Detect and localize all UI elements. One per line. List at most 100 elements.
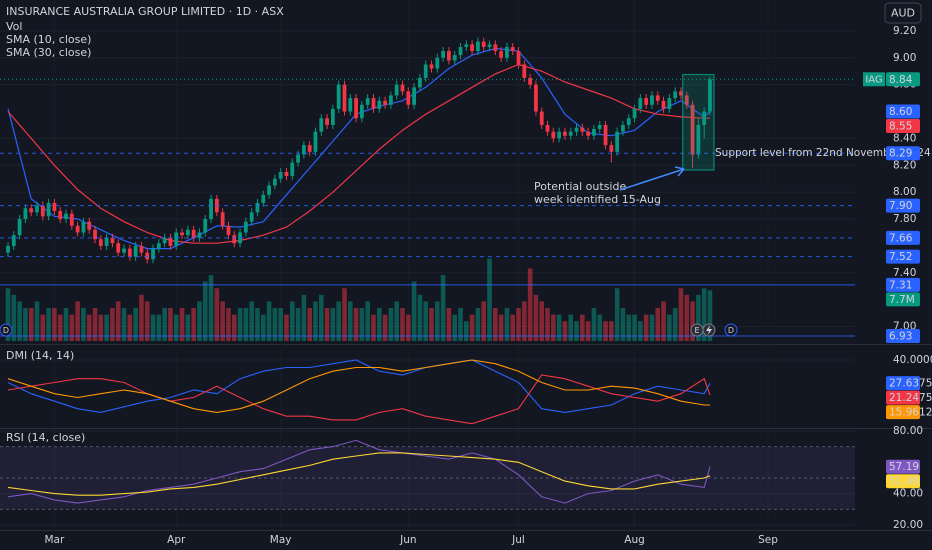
candle-body — [93, 229, 97, 240]
volume-bar — [220, 301, 225, 341]
candle-body — [684, 95, 689, 105]
indicator-label-box — [886, 459, 920, 474]
badge-label[interactable]: E — [694, 326, 699, 335]
indicator-label-box — [886, 405, 920, 420]
candle-body — [35, 205, 39, 213]
volume-bar — [249, 301, 254, 341]
volume-bar — [307, 308, 312, 341]
level-label-box — [886, 230, 920, 245]
volume-bar — [139, 294, 144, 341]
volume-bar — [324, 308, 330, 341]
volume-bar — [342, 288, 347, 341]
dividend-badge[interactable] — [0, 323, 13, 337]
symbol-label: IAG — [865, 74, 882, 85]
candle-body — [423, 64, 428, 78]
indicator-line — [7, 359, 711, 413]
y-tick-label: 7.80 — [893, 213, 916, 225]
volume-bar — [545, 308, 550, 341]
volume-bar — [92, 308, 98, 341]
y-tick-label: 80.00 — [893, 425, 923, 437]
candle-body — [481, 41, 486, 48]
candle-body — [522, 64, 527, 78]
dividend-badge[interactable] — [724, 323, 738, 337]
volume-bar — [255, 308, 260, 341]
candle-body — [104, 237, 109, 246]
indicator-label-box — [886, 390, 920, 405]
dmi-title: DMI (14, 14) — [6, 349, 74, 362]
candle-body — [632, 108, 637, 119]
candle-body — [644, 98, 649, 105]
indicator-label: 57.19 — [889, 461, 919, 473]
candle-body — [272, 178, 277, 186]
badge-label[interactable]: D — [3, 326, 9, 335]
candle-body — [510, 47, 515, 52]
candle-body — [418, 77, 422, 88]
level-label-box — [886, 146, 920, 161]
volume-bar — [411, 281, 417, 341]
candle-body — [592, 129, 596, 136]
volume-bar — [632, 314, 637, 341]
candle-body — [470, 44, 475, 52]
candle-body — [371, 98, 376, 109]
y-tick-label: 9.20 — [893, 25, 916, 37]
candle-body — [145, 252, 150, 260]
candle-body — [75, 225, 80, 233]
candle-body — [377, 100, 382, 109]
volume-bar — [278, 308, 283, 341]
y-tick-label: 8.00 — [893, 186, 916, 198]
sma-label-box — [886, 119, 920, 134]
badge-label[interactable]: D — [728, 326, 734, 335]
volume-bar — [580, 314, 585, 341]
volume-bar — [469, 314, 475, 341]
candle-body — [64, 213, 68, 220]
candle-body — [655, 95, 660, 101]
candle-body — [336, 84, 341, 109]
indicator-line — [7, 374, 711, 425]
candle-body — [330, 108, 335, 125]
candle-body — [6, 245, 10, 253]
volume-bar — [365, 301, 370, 341]
indicator-label: 21.2475 — [889, 392, 932, 404]
volume-bar — [388, 308, 394, 341]
candle-body — [621, 124, 625, 132]
volume-bar — [510, 314, 516, 341]
x-tick-label: Jun — [399, 534, 416, 546]
volume-bar — [98, 314, 104, 341]
candle-body — [133, 245, 138, 257]
candle-body — [563, 131, 567, 136]
volume-bar — [464, 321, 469, 341]
candle-body — [499, 51, 504, 58]
volume-bar — [643, 314, 649, 341]
candle-body — [354, 98, 358, 119]
candle-body — [516, 51, 521, 65]
candle-body — [191, 229, 196, 238]
candle-body — [505, 47, 509, 58]
volume-bar — [638, 321, 643, 341]
volume-bar — [156, 314, 162, 341]
volume-bar — [185, 314, 191, 341]
candle-body — [493, 44, 498, 52]
sma-label: 8.60 — [889, 106, 912, 118]
volume-bar — [289, 301, 295, 341]
volume-bar — [551, 314, 556, 341]
volume-bar — [144, 301, 150, 341]
candle-body — [406, 91, 411, 105]
candle-body — [441, 51, 446, 58]
level-label: 8.29 — [889, 148, 912, 160]
volume-bar — [609, 321, 614, 341]
volume-bar — [272, 308, 278, 341]
level-label: 7.31 — [889, 279, 912, 291]
currency-button[interactable] — [884, 2, 922, 24]
candle-body — [174, 232, 179, 246]
volume-bar — [574, 321, 579, 341]
overlay: IAG Support level from 22nd November 2024… — [0, 72, 932, 489]
volume-bar — [655, 308, 661, 341]
candle-body — [400, 84, 405, 92]
currency[interactable]: AUD — [891, 7, 915, 20]
plot — [5, 37, 713, 504]
candle-body — [151, 248, 155, 260]
level-label: 6.93 — [889, 330, 912, 342]
legend-vol: Vol — [6, 20, 22, 33]
candle-body — [11, 235, 16, 246]
